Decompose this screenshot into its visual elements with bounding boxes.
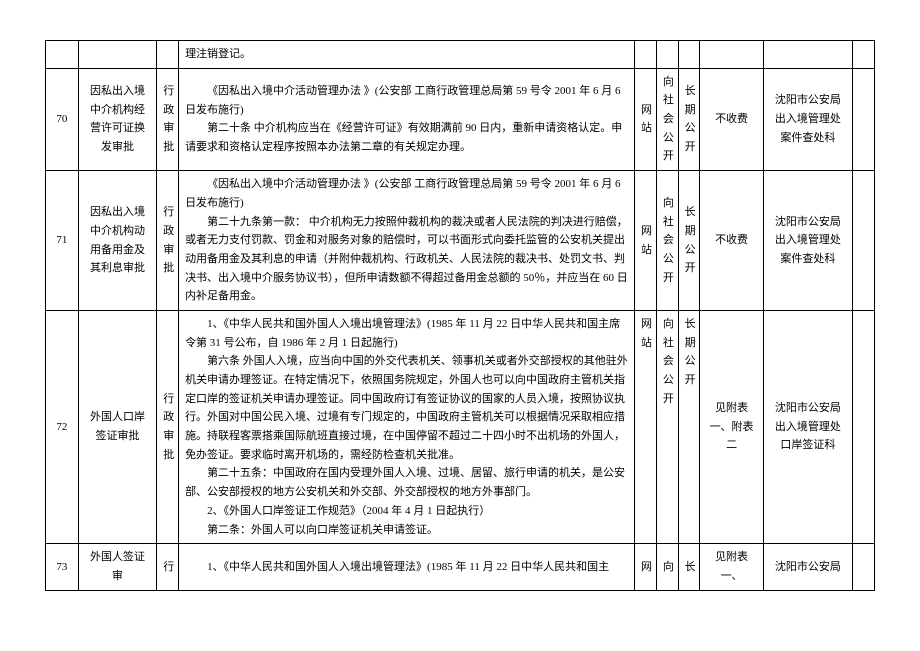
cell-pubto: 向社会公开: [656, 171, 678, 311]
policy-table: 理注销登记。 70 因私出入境中介机构经营许可证换发审批 行政审批 《因私出入境…: [45, 40, 875, 591]
cell-seq: 70: [46, 68, 79, 170]
cell-basis: 《因私出入境中介活动管理办法 》(公安部 工商行政管理总局第 59 号令 200…: [179, 68, 635, 170]
cell-dept: 沈阳市公安局出入境管理处口岸签证科: [763, 310, 852, 543]
table-row: 70 因私出入境中介机构经营许可证换发审批 行政审批 《因私出入境中介活动管理办…: [46, 68, 875, 170]
cell-basis: 理注销登记。: [179, 41, 635, 69]
cell-pubtime: 长: [678, 544, 700, 590]
cell-last: [853, 310, 875, 543]
cell-name: 外国人签证审: [78, 544, 157, 590]
document-page: 理注销登记。 70 因私出入境中介机构经营许可证换发审批 行政审批 《因私出入境…: [0, 0, 920, 651]
cell-last: [853, 68, 875, 170]
cell-pubway: 网站: [635, 68, 657, 170]
table-row: 73 外国人签证审 行 1、《中华人民共和国外国人入境出境管理法》(1985 年…: [46, 544, 875, 590]
cell-seq: [46, 41, 79, 69]
basis-para: 第二条：外国人可以向口岸签证机关申请签证。: [185, 521, 628, 540]
cell-last: [853, 41, 875, 69]
cell-basis: 1、《中华人民共和国外国人入境出境管理法》(1985 年 11 月 22 日中华…: [179, 544, 635, 590]
cell-fee: 见附表一、: [700, 544, 763, 590]
cell-type: 行政审批: [157, 310, 179, 543]
cell-basis: 1、《中华人民共和国外国人入境出境管理法》(1985 年 11 月 22 日中华…: [179, 310, 635, 543]
cell-basis: 《因私出入境中介活动管理办法 》(公安部 工商行政管理总局第 59 号令 200…: [179, 171, 635, 311]
basis-para: 2、《外国人口岸签证工作规范》（2004 年 4 月 1 日起执行）: [185, 502, 628, 521]
basis-para: 第二十九条第一款： 中介机构无力按照仲裁机构的裁决或者人民法院的判决进行赔偿，或…: [185, 213, 628, 306]
cell-pubto: 向社会公开: [656, 68, 678, 170]
table-row: 71 因私出入境中介机构动用备用金及其利息审批 行政审批 《因私出入境中介活动管…: [46, 171, 875, 311]
cell-last: [853, 544, 875, 590]
cell-pubtime: [678, 41, 700, 69]
table-body: 理注销登记。 70 因私出入境中介机构经营许可证换发审批 行政审批 《因私出入境…: [46, 41, 875, 591]
cell-dept: 沈阳市公安局: [763, 544, 852, 590]
basis-para: 《因私出入境中介活动管理办法 》(公安部 工商行政管理总局第 59 号令 200…: [185, 82, 628, 119]
cell-pubtime: 长期公开: [678, 310, 700, 543]
cell-type: 行政审批: [157, 68, 179, 170]
basis-para: 第二十条 中介机构应当在《经营许可证》有效期满前 90 日内，重新申请资格认定。…: [185, 119, 628, 156]
cell-type: 行: [157, 544, 179, 590]
cell-pubto: [656, 41, 678, 69]
cell-pubway: 网站: [635, 171, 657, 311]
cell-pubtime: 长期公开: [678, 171, 700, 311]
cell-fee: 见附表一、附表二: [700, 310, 763, 543]
cell-type: [157, 41, 179, 69]
basis-para: 第六条 外国人入境，应当向中国的外交代表机关、领事机关或者外交部授权的其他驻外机…: [185, 352, 628, 464]
cell-type: 行政审批: [157, 171, 179, 311]
table-row: 72 外国人口岸签证审批 行政审批 1、《中华人民共和国外国人入境出境管理法》(…: [46, 310, 875, 543]
cell-pubtime: 长期公开: [678, 68, 700, 170]
cell-dept: 沈阳市公安局出入境管理处案件查处科: [763, 68, 852, 170]
cell-seq: 73: [46, 544, 79, 590]
basis-para: 《因私出入境中介活动管理办法 》(公安部 工商行政管理总局第 59 号令 200…: [185, 175, 628, 212]
table-row: 理注销登记。: [46, 41, 875, 69]
cell-name: 外国人口岸签证审批: [78, 310, 157, 543]
cell-last: [853, 171, 875, 311]
cell-fee: 不收费: [700, 68, 763, 170]
cell-name: 因私出入境中介机构动用备用金及其利息审批: [78, 171, 157, 311]
basis-para: 1、《中华人民共和国外国人入境出境管理法》(1985 年 11 月 22 日中华…: [185, 315, 628, 352]
cell-seq: 71: [46, 171, 79, 311]
cell-seq: 72: [46, 310, 79, 543]
cell-pubway: 网站: [635, 310, 657, 543]
cell-pubto: 向社会公开: [656, 310, 678, 543]
basis-para: 第二十五条：中国政府在国内受理外国人入境、过境、居留、旅行申请的机关，是公安部、…: [185, 464, 628, 501]
cell-dept: [763, 41, 852, 69]
cell-pubway: [635, 41, 657, 69]
cell-fee: [700, 41, 763, 69]
cell-pubway: 网: [635, 544, 657, 590]
cell-fee: 不收费: [700, 171, 763, 311]
cell-pubto: 向: [656, 544, 678, 590]
cell-dept: 沈阳市公安局出入境管理处案件查处科: [763, 171, 852, 311]
basis-para: 1、《中华人民共和国外国人入境出境管理法》(1985 年 11 月 22 日中华…: [185, 558, 628, 577]
cell-name: 因私出入境中介机构经营许可证换发审批: [78, 68, 157, 170]
cell-name: [78, 41, 157, 69]
